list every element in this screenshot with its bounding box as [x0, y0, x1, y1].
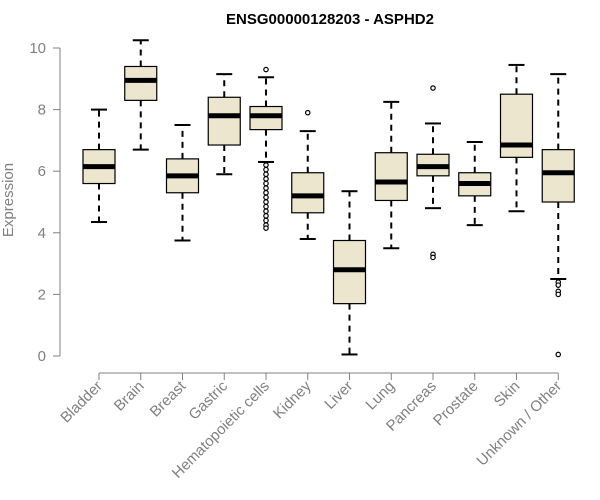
box-group	[458, 140, 492, 227]
y-tick-label: 6	[38, 163, 46, 180]
outlier-point	[555, 291, 562, 298]
y-tick-label: 2	[38, 286, 46, 303]
chart-title: ENSG00000128203 - ASPHD2	[226, 11, 434, 28]
box-group	[207, 73, 241, 176]
x-tick-label: Breast	[147, 377, 190, 420]
box-iqr	[374, 152, 408, 202]
outlier-point	[263, 199, 269, 205]
outlier-point	[304, 109, 311, 116]
outlier-point	[263, 203, 269, 210]
outlier-point	[263, 189, 269, 196]
x-tick-label: Kidney	[270, 377, 315, 422]
outlier-point	[263, 171, 269, 178]
y-tick-label: 4	[38, 225, 46, 242]
outlier-point	[263, 213, 269, 219]
x-tick-label: Lung	[362, 378, 398, 414]
outlier-point	[263, 208, 269, 215]
outlier-point	[263, 194, 269, 201]
x-tick-label: Bladder	[57, 378, 106, 427]
box-group	[499, 63, 534, 213]
outlier-point	[263, 66, 269, 73]
y-tick-label: 0	[38, 348, 46, 365]
box-iqr	[499, 93, 534, 158]
y-tick-label: 8	[38, 102, 46, 119]
outlier-point	[263, 185, 269, 191]
box-group	[124, 39, 158, 151]
outlier-point	[263, 217, 269, 224]
box-iqr	[124, 65, 158, 101]
outlier-point	[263, 176, 269, 182]
box-iqr	[291, 172, 325, 214]
outlier-point	[555, 282, 562, 288]
box-group	[416, 85, 450, 261]
outlier-point	[430, 85, 436, 91]
box-iqr	[207, 96, 241, 146]
box-group	[249, 66, 283, 231]
box-group	[165, 124, 200, 242]
box-group	[374, 100, 408, 250]
outlier-point	[263, 166, 269, 173]
outlier-point	[555, 351, 562, 358]
box-group	[332, 190, 367, 356]
outlier-point	[263, 225, 269, 231]
x-tick-label: Brain	[111, 378, 148, 415]
plot-area	[82, 39, 575, 358]
box-group	[82, 108, 116, 224]
box-group	[291, 109, 325, 240]
y-axis-title: Expression	[0, 163, 17, 237]
box-iqr	[541, 149, 575, 203]
x-tick-label: Liver	[321, 378, 356, 413]
x-tick-label: Prostate	[430, 378, 482, 430]
outlier-point	[430, 254, 436, 261]
x-tick-label: Skin	[491, 378, 524, 411]
outlier-point	[263, 162, 269, 168]
box-group	[541, 73, 575, 358]
y-axis: 0 2 4 6 8 10	[29, 40, 61, 365]
y-tick-label: 10	[29, 40, 46, 57]
outlier-point	[263, 180, 269, 187]
